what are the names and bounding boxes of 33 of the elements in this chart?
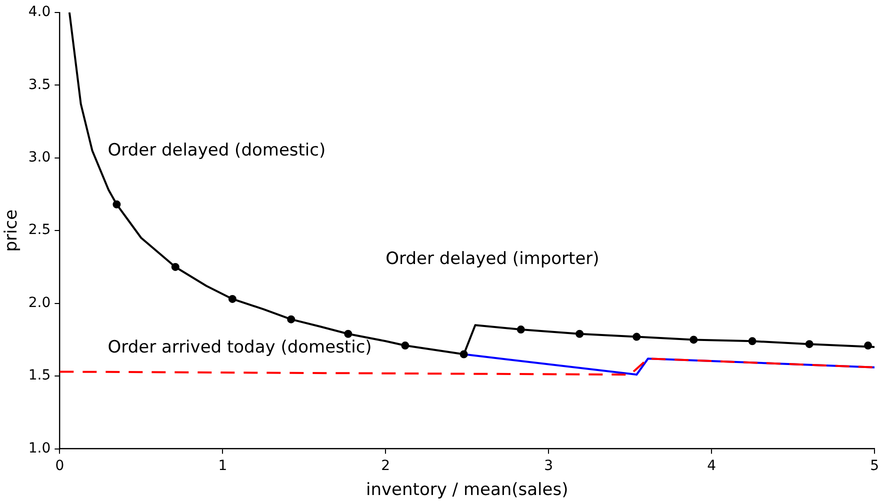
x-tick-label: 2 xyxy=(381,458,390,474)
x-tick-label: 1 xyxy=(218,458,228,474)
y-axis-title: price xyxy=(2,209,22,252)
point xyxy=(516,326,525,334)
annotation: Order delayed (domestic) xyxy=(108,140,326,161)
point xyxy=(171,262,180,271)
point xyxy=(460,350,468,358)
line-series xyxy=(60,358,875,376)
y-tick-label: 1.5 xyxy=(28,368,51,384)
x-tick-label: 4 xyxy=(707,458,716,474)
point xyxy=(632,332,641,341)
point xyxy=(748,337,756,346)
point xyxy=(864,342,872,350)
annotation: Order delayed (importer) xyxy=(386,248,600,269)
y-tick-label: 3.5 xyxy=(28,76,51,93)
x-tick-label: 5 xyxy=(870,458,880,474)
annotation: Order arrived today (domestic) xyxy=(108,337,372,358)
point xyxy=(805,340,814,348)
x-axis-title: inventory / mean(sales) xyxy=(366,480,568,500)
y-tick-label: 2.5 xyxy=(28,222,51,238)
point xyxy=(112,200,121,208)
y-tick-label: 4.0 xyxy=(28,4,51,20)
point xyxy=(690,336,698,344)
y-tick-label: 2.0 xyxy=(28,294,51,311)
point xyxy=(344,330,352,338)
y-tick-label: 1.0 xyxy=(28,440,51,456)
y-tick-label: 3.0 xyxy=(28,150,51,166)
x-tick-label: 3 xyxy=(544,458,554,474)
x-tick-label: 0 xyxy=(55,458,64,474)
point xyxy=(401,342,410,350)
point xyxy=(287,315,296,324)
point xyxy=(228,294,236,303)
point xyxy=(576,330,584,338)
